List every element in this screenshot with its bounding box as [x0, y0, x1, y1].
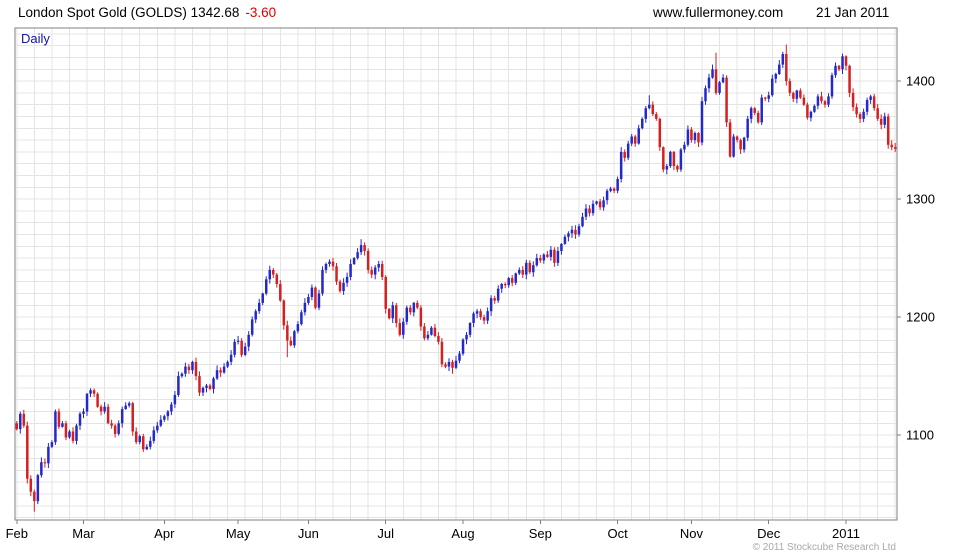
plot-frame — [14, 27, 898, 521]
x-axis-label: May — [226, 526, 251, 541]
gridlines — [15, 28, 897, 520]
x-axis-label: Aug — [451, 526, 474, 541]
x-axis: Feb Mar Apr May Jun Jul Aug Sep Oct Nov Dec 2011 — [6, 520, 860, 541]
x-axis-label: Apr — [154, 526, 175, 541]
date-label: 21 Jan 2011 — [816, 5, 890, 20]
y-axis: 1100 1200 1300 1400 — [897, 74, 935, 443]
y-axis-label: 1300 — [906, 192, 935, 207]
x-axis-label: Nov — [680, 526, 704, 541]
y-axis-label: 1200 — [906, 310, 935, 325]
site-link[interactable]: www.fullermoney.com — [653, 5, 784, 20]
price-change: -3.60 — [245, 5, 277, 20]
y-axis-label: 1400 — [906, 74, 935, 89]
x-axis-label: Dec — [757, 526, 781, 541]
timeframe-label: Daily — [21, 31, 50, 46]
x-axis-label: Jun — [298, 526, 319, 541]
x-axis-label: Oct — [607, 526, 628, 541]
chart-title: London Spot Gold (GOLDS) 1342.68 -3.60 — [18, 5, 276, 20]
x-axis-label: 2011 — [832, 526, 860, 541]
candles — [15, 44, 897, 512]
y-axis-label: 1100 — [906, 428, 934, 443]
x-axis-label: Jul — [377, 526, 394, 541]
x-axis-label: Feb — [6, 526, 28, 541]
instrument-title: London Spot Gold (GOLDS) 1342.68 — [18, 5, 240, 20]
x-axis-label: Sep — [529, 526, 552, 541]
x-axis-label: Mar — [72, 526, 95, 541]
copyright: © 2011 Stockcube Research Ltd — [752, 542, 896, 553]
